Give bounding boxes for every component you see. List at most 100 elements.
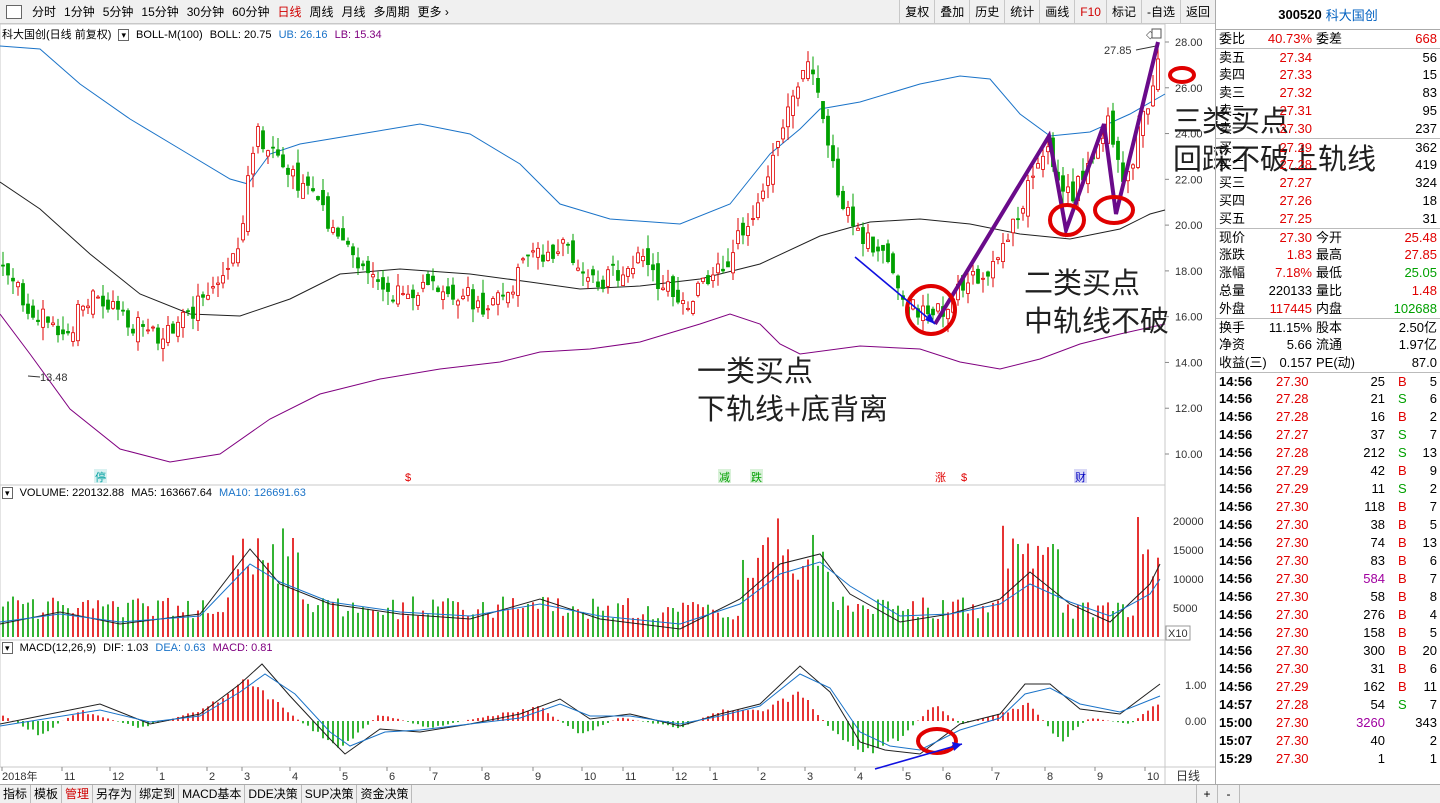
candle-body — [131, 328, 135, 334]
high-price-pointer — [1135, 45, 1157, 51]
time-axis-label: 12 — [112, 771, 124, 783]
event-marker-box[interactable] — [1074, 469, 1087, 483]
indicator-tab[interactable]: 指标 — [0, 785, 32, 803]
candle-body — [566, 243, 570, 246]
period-tab[interactable]: 周线 — [309, 5, 334, 19]
time-axis-label: 10 — [584, 771, 596, 783]
sell-volume: 237 — [1415, 121, 1437, 136]
candle-body — [811, 69, 815, 75]
indicator-tab[interactable]: 模板 — [31, 785, 63, 803]
low-price-label: 13.48 — [40, 372, 68, 384]
tick-count: 7 — [1429, 697, 1437, 712]
toolbar-button[interactable]: 画线 — [1039, 0, 1074, 24]
candle-body — [761, 190, 765, 199]
period-tab[interactable]: 30分钟 — [186, 5, 225, 19]
event-marker[interactable]: $ — [405, 472, 411, 484]
toolbar-button[interactable]: 复权 — [899, 0, 934, 24]
candle-body — [1071, 181, 1075, 202]
window-icon[interactable] — [6, 4, 22, 19]
period-tab[interactable]: 1分钟 — [64, 5, 95, 19]
event-marker-box[interactable] — [94, 469, 107, 483]
quote-row: 涨跌 1.83 最高 27.85 — [1216, 246, 1440, 264]
candle-body — [726, 261, 730, 268]
indicator-tab[interactable]: SUP决策 — [302, 785, 358, 803]
event-marker-box[interactable] — [750, 469, 763, 483]
stat-label: 涨跌 — [1219, 247, 1246, 262]
quote-row: 涨幅 7.18% 最低 25.05 — [1216, 264, 1440, 282]
quote-row: 卖二 27.31 95 — [1216, 102, 1440, 120]
stock-code: 300520 — [1278, 7, 1322, 22]
candle-body — [416, 295, 420, 306]
indicator-tab[interactable]: DDE决策 — [245, 785, 302, 803]
period-tab[interactable]: 日线 — [277, 5, 302, 19]
candle-body — [1011, 218, 1015, 234]
stat-label: 收益(三) — [1219, 355, 1267, 370]
event-marker-box[interactable] — [934, 469, 947, 483]
period-tab[interactable]: 5分钟 — [102, 5, 134, 19]
toolbar-button[interactable]: F10 — [1074, 0, 1106, 24]
boll-value: BOLL: 20.75 — [209, 29, 272, 41]
candle-body — [126, 310, 130, 328]
candle-body — [136, 317, 140, 343]
toolbar-button[interactable]: 叠加 — [934, 0, 969, 24]
indicator-tab[interactable]: 绑定到 — [136, 785, 180, 803]
tick-volume: 162 — [1363, 679, 1385, 694]
toolbar-button[interactable]: 历史 — [969, 0, 1004, 24]
boll-indicator[interactable]: BOLL-M(100) — [136, 29, 203, 41]
indicator-tab[interactable]: 资金决策 — [357, 785, 413, 803]
event-marker[interactable]: 停 — [95, 470, 106, 484]
dropdown-icon[interactable]: ▾ — [118, 29, 129, 41]
event-marker-box[interactable] — [960, 469, 973, 483]
candle-body — [536, 247, 540, 258]
event-marker[interactable]: 财 — [1075, 470, 1086, 484]
dropdown-icon[interactable]: ▾ — [2, 642, 13, 654]
period-tab[interactable]: 15分钟 — [141, 5, 179, 19]
weibi-value: 40.73% — [1267, 31, 1312, 46]
toolbar-button[interactable]: 统计 — [1004, 0, 1039, 24]
toolbar-button[interactable]: 返回 — [1179, 0, 1215, 24]
event-marker[interactable]: 跌 — [751, 470, 762, 484]
tick-side: B — [1398, 661, 1407, 676]
quote-row: 14:56 27.29 42 B 9 — [1216, 462, 1440, 480]
dropdown-icon[interactable]: ▾ — [2, 487, 13, 499]
tick-count: 5 — [1429, 625, 1437, 640]
indicator-tab[interactable]: 另存为 — [93, 785, 137, 803]
panel-toggle-icon[interactable] — [1151, 28, 1162, 39]
zoom-in-button[interactable]: + — [1196, 785, 1218, 803]
quote-header: 300520 科大国创 — [1215, 0, 1440, 30]
period-tab[interactable]: 月线 — [341, 5, 366, 19]
top-circle — [1168, 66, 1196, 84]
event-marker[interactable]: 涨 — [935, 471, 946, 484]
event-marker-box[interactable] — [404, 469, 417, 483]
candle-body — [556, 251, 560, 254]
period-tab[interactable]: 60分钟 — [232, 5, 270, 19]
chart-area[interactable]: 28.00 26.00 24.00 22.00 20.00 18.00 16.00 14.00… — [0, 24, 1376, 784]
diamond-icon[interactable]: ◇ — [1146, 29, 1155, 41]
toolbar-button[interactable]: 标记 — [1105, 0, 1141, 24]
kline-chart-svg[interactable]: 28.0026.0024.0022.0020.0018.0016.0014.00… — [0, 24, 1215, 784]
high-price-label: 27.85 — [1104, 45, 1132, 57]
period-tab[interactable]: 分时 — [32, 5, 57, 19]
tick-side: B — [1398, 643, 1407, 658]
indicator-tab[interactable]: MACD基本 — [179, 785, 246, 803]
time-axis-label: 8 — [484, 771, 490, 783]
event-marker[interactable]: $ — [961, 472, 967, 484]
toolbar-button[interactable]: -自选 — [1140, 0, 1180, 24]
tick-side: B — [1398, 535, 1407, 550]
stat-label: 内盘 — [1316, 301, 1343, 316]
buy-level-label: 买五 — [1219, 211, 1246, 226]
time-axis-label: 5 — [342, 771, 348, 783]
price-axis-label: 14.00 — [1175, 357, 1203, 369]
buy-point-zigzag — [933, 41, 1160, 326]
candle-body — [366, 260, 370, 274]
event-marker-box[interactable] — [718, 469, 731, 483]
stock-name[interactable]: 科大国创 — [1325, 8, 1378, 23]
price-axis-label: 12.00 — [1175, 403, 1203, 415]
candle-body — [6, 263, 10, 276]
quote-row: 委比 40.73% 委差 668 — [1216, 30, 1440, 48]
zoom-out-button[interactable]: - — [1218, 785, 1240, 803]
period-tab[interactable]: 多周期 — [373, 5, 410, 19]
event-marker[interactable]: 减 — [719, 471, 730, 484]
indicator-tab[interactable]: 管理 — [62, 785, 94, 803]
period-tab[interactable]: 更多 › — [417, 5, 449, 19]
